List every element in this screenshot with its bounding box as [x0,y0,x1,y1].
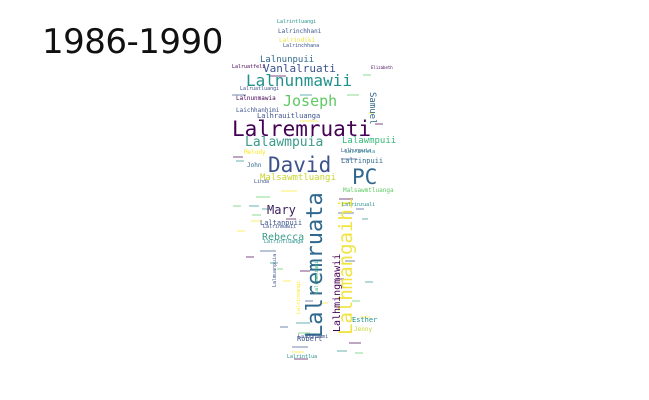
cloud-word: Lalrindiki [279,37,316,44]
cloud-word: Lalrinfela [345,149,375,155]
cloud-filler-mark [345,260,355,262]
cloud-filler-mark [246,256,254,258]
cloud-filler-mark [260,250,276,252]
cloud-filler-mark [286,218,296,220]
cloud-filler-mark [355,352,363,354]
cloud-filler-mark [252,214,261,216]
cloud-word: Lalawmpuia [245,135,323,150]
cloud-word: Robert [297,335,322,343]
cloud-filler-mark [339,198,353,200]
cloud-filler-mark [341,158,357,160]
cloud-word: Lalrintluangi [277,19,316,25]
cloud-filler-mark [262,208,270,210]
cloud-filler-mark [277,268,283,270]
cloud-word: Malsawmtluanga [343,187,394,194]
cloud-word: Rebecca [262,232,304,243]
cloud-word: Lalhmangaihi [335,198,357,335]
cloud-filler-mark [237,230,245,232]
cloud-word: Malsawmtluangi [260,173,336,183]
cloud-word: Lalduhawmi [298,334,328,340]
cloud-word: Elizabeth [371,65,393,70]
cloud-filler-mark [363,74,371,76]
cloud-word: Lalrinmawii [263,224,296,230]
cloud-filler-mark [368,112,374,114]
cloud-word: Lalawmpuii [342,136,396,146]
cloud-filler-mark [296,322,310,324]
cloud-filler-mark [270,75,286,77]
cloud-word: Esther [352,316,377,324]
cloud-filler-mark [337,350,347,352]
cloud-word: Lalmuanpuia [272,254,278,287]
cloud-word: David [268,153,331,177]
cloud-filler-mark [356,208,364,210]
cloud-word: Lalhrauitluanga [257,112,320,120]
cloud-filler-mark [362,218,368,220]
cloud-word: Samuel [367,92,377,125]
cloud-filler-mark [249,205,259,207]
cloud-filler-mark [352,300,360,302]
cloud-filler-mark [300,270,310,272]
cloud-word: PC [352,165,377,189]
cloud-filler-mark [233,205,241,207]
cloud-word: Jenny [354,326,372,333]
period-title: 1986-1990 [42,22,223,62]
cloud-word: Lalrintluanga [264,239,303,245]
cloud-filler-mark [347,94,359,96]
cloud-word: Lalremruata [303,192,328,338]
cloud-word: Lalrinchhana [283,43,319,49]
cloud-filler-mark [232,94,246,96]
cloud-word: Laltanpuii [260,219,302,227]
cloud-word: Lalremsiami [314,261,320,294]
cloud-word: John [247,162,262,169]
cloud-filler-mark [336,278,344,280]
cloud-filler-mark [233,156,243,158]
cloud-word: Melody [244,149,266,156]
cloud-filler-mark [283,280,291,282]
cloud-filler-mark [300,120,318,122]
cloud-word: Laichhanhimi [236,107,280,114]
cloud-word: Lalnunpuii [260,55,314,65]
cloud-filler-mark [300,94,312,96]
cloud-word: Joseph [283,92,337,110]
cloud-word: Vanlalruati [263,62,336,75]
cloud-filler-mark [280,326,288,328]
cloud-word: Lalremruati [232,117,371,141]
cloud-filler-mark [281,190,297,192]
cloud-filler-mark [338,212,354,214]
cloud-filler-mark [294,358,308,360]
cloud-word: Lalrinzuali [342,202,375,208]
cloud-filler-mark [270,262,278,264]
cloud-word: Lalrintlua [287,354,317,360]
cloud-filler-mark [256,196,270,198]
cloud-word: Lalnunmawia [236,95,276,102]
cloud-filler-mark [292,351,304,353]
cloud-filler-mark [320,302,328,304]
cloud-word: Lalruatfeli [232,64,265,70]
cloud-word: Lalrinchhani [278,28,322,35]
cloud-filler-mark [251,220,261,222]
cloud-word: Lalnunmawii [246,71,352,90]
cloud-word: Lalhmingmawii [332,254,343,332]
cloud-word: Lalruatluangi [240,86,279,92]
cloud-filler-mark [305,300,313,302]
cloud-filler-mark [360,316,370,318]
cloud-word: Linda [254,179,269,185]
cloud-word: Mary [267,203,296,217]
cloud-filler-mark [375,123,383,125]
cloud-filler-mark [365,281,373,283]
cloud-filler-mark [292,346,308,348]
cloud-filler-mark [298,332,310,334]
cloud-filler-mark [349,342,361,344]
cloud-filler-mark [236,160,244,162]
cloud-word: Lalrinpuii [341,157,383,165]
cloud-word: Lalrinsangi [296,281,302,314]
cloud-word: Lalhunpuia [341,148,371,154]
